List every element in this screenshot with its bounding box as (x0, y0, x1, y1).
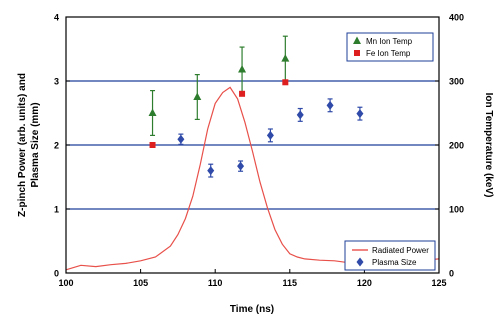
left-tick-label-3: 3 (54, 77, 59, 87)
right-tick-label-3: 300 (449, 77, 464, 87)
legend-mn-ion-temp-label: Mn Ion Temp (366, 37, 413, 46)
legend-mn-ion-temp-symbol (353, 36, 361, 44)
y-axis-left-label-line1: Z-pinch Power (arb. units) and (17, 73, 28, 217)
right-tick-label-1: 100 (449, 205, 464, 215)
markers-layer (148, 35, 364, 178)
plasma-size-point-2 (237, 161, 245, 171)
legend-radiated-power-label: Radiated Power (372, 246, 429, 255)
plasma-size-point-4 (296, 110, 304, 120)
legend-power-size-box (344, 240, 436, 271)
legend-mn-triangle (353, 36, 361, 44)
left-tick-label-2: 2 (54, 141, 59, 151)
mn-ion-temp-point-3 (281, 54, 290, 62)
plasma-size-point-5 (326, 100, 334, 110)
x-tick-label-3: 115 (283, 278, 298, 288)
x-axis-label: Time (ns) (230, 304, 274, 315)
mn-ion-temp-point-2 (238, 64, 247, 73)
right-tick-label-4: 400 (449, 13, 464, 23)
mn-ion-temp-point-1 (193, 92, 202, 100)
plasma-size-point-3 (266, 130, 274, 140)
mn-ion-temp-point-0 (148, 108, 157, 116)
legend-ion-temp: Mn Ion Temp Fe Ion Temp (346, 32, 434, 62)
left-tick-label-4: 4 (54, 13, 59, 23)
plasma-size-point-0 (177, 134, 185, 144)
left-tick-label-0: 0 (54, 269, 59, 279)
x-axis-ticks: 100 105 110 115 120 125 (58, 269, 447, 288)
legend-fe-ion-temp-label: Fe Ion Temp (366, 49, 411, 58)
legend-plasma-size-symbol (356, 257, 364, 267)
left-axis-ticks: 0 1 2 3 4 (54, 13, 70, 279)
plasma-size-point-1 (207, 166, 215, 176)
legend-fe-ion-temp-symbol (354, 50, 360, 56)
legend-fe-square (354, 50, 360, 56)
right-axis-ticks: 0 100 200 300 400 (435, 13, 464, 279)
right-tick-label-2: 200 (449, 141, 464, 151)
y-axis-left-label-line2: Plasma Size (mm) (30, 102, 41, 187)
y-axis-right-label: Ion Temperature (keV) (483, 93, 494, 198)
legend-size-diamond (356, 257, 364, 267)
x-tick-label-4: 120 (357, 278, 372, 288)
plasma-size-point-6 (356, 109, 364, 119)
legend-ion-temp-box (346, 32, 434, 62)
x-tick-label-5: 125 (431, 278, 446, 288)
fe-ion-temp-point-1 (239, 90, 246, 97)
x-tick-label-2: 110 (208, 278, 223, 288)
x-tick-label-0: 100 (58, 278, 73, 288)
legend-power-size: Radiated Power Plasma Size (344, 240, 436, 271)
x-tick-label-1: 105 (133, 278, 148, 288)
legend-plasma-size-label: Plasma Size (372, 258, 417, 267)
fe-ion-temp-point-2 (282, 79, 289, 86)
left-tick-label-1: 1 (54, 205, 59, 215)
right-tick-label-0: 0 (449, 269, 454, 279)
fe-ion-temp-point-0 (149, 142, 156, 148)
grid-lines (66, 80, 439, 210)
